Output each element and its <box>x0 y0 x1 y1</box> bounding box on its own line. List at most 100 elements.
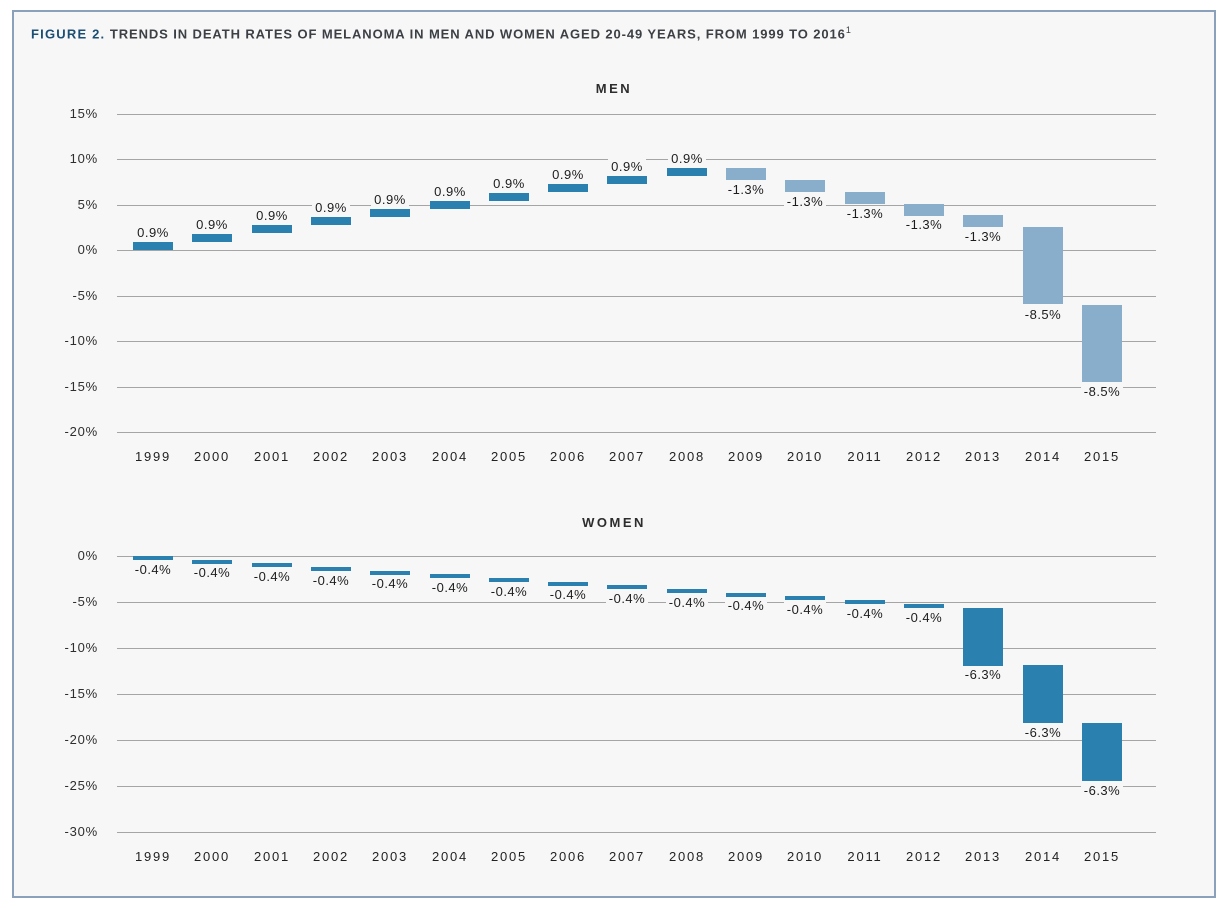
bar-value-label: -0.4% <box>769 602 841 618</box>
bar-value-text: -1.3% <box>843 206 887 221</box>
chart-title-men: MEN <box>595 81 633 96</box>
y-axis-tick-label: -15% <box>64 379 98 394</box>
bar-value-label: -0.4% <box>354 576 426 592</box>
bar-value-text: -0.4% <box>902 610 946 625</box>
x-axis-tick-label: 2005 <box>490 849 528 864</box>
x-axis-tick-label: 2004 <box>431 849 469 864</box>
bar-value-text: -0.4% <box>605 591 649 606</box>
x-axis-tick-label: 2000 <box>193 449 231 464</box>
x-axis-tick-label: 1999 <box>134 449 172 464</box>
y-axis-tick-label: -20% <box>64 732 98 747</box>
chart-title-women: WOMEN <box>582 515 646 530</box>
x-axis-tick-label: 2007 <box>608 849 646 864</box>
bar-value-label: -0.4% <box>888 610 960 626</box>
y-axis-tick-label: -15% <box>64 686 98 701</box>
waterfall-bar <box>370 571 410 575</box>
bar-value-label: -0.4% <box>591 591 663 607</box>
gridline <box>117 296 1156 297</box>
bar-value-text: -1.3% <box>961 229 1005 244</box>
bar-value-label: -0.4% <box>117 562 189 578</box>
bar-value-label: -1.3% <box>829 206 901 222</box>
bar-value-label: -1.3% <box>888 217 960 233</box>
bar-value-label: 0.9% <box>532 167 604 183</box>
bar-value-text: 0.9% <box>193 217 231 232</box>
waterfall-bar <box>311 567 351 571</box>
bar-value-label: -0.4% <box>710 598 782 614</box>
waterfall-bar <box>726 168 766 180</box>
waterfall-bar <box>370 209 410 217</box>
waterfall-bar <box>667 168 707 176</box>
waterfall-bar <box>607 585 647 589</box>
waterfall-bar <box>192 234 232 242</box>
bar-value-text: 0.9% <box>431 184 469 199</box>
figure-title: FIGURE 2. TRENDS IN DEATH RATES OF MELAN… <box>31 25 851 41</box>
x-axis-tick-label: 2005 <box>490 449 528 464</box>
y-axis-tick-label: 10% <box>69 151 98 166</box>
x-axis-tick-label: 2013 <box>964 849 1002 864</box>
waterfall-bar <box>548 184 588 192</box>
gridline <box>117 250 1156 251</box>
gridline <box>117 205 1156 206</box>
waterfall-bar <box>607 176 647 184</box>
gridline <box>117 832 1156 833</box>
waterfall-bar <box>845 600 885 604</box>
x-axis-tick-label: 1999 <box>134 849 172 864</box>
waterfall-bar <box>785 180 825 192</box>
waterfall-bar <box>1082 723 1122 781</box>
bar-value-label: -8.5% <box>1007 307 1079 323</box>
bar-value-label: -1.3% <box>710 182 782 198</box>
waterfall-bar <box>489 578 529 582</box>
x-axis-tick-label: 2008 <box>668 449 706 464</box>
x-axis-tick-label: 2011 <box>847 849 883 864</box>
x-axis-tick-label: 2003 <box>371 449 409 464</box>
bar-value-text: -1.3% <box>902 217 946 232</box>
waterfall-bar <box>430 201 470 209</box>
gridline <box>117 740 1156 741</box>
x-axis-tick-label: 2007 <box>608 449 646 464</box>
chart-men: MEN 15% 10% 5% 0% -5% -10% -15% -20% 0.9% 1999 0.9… <box>14 12 1214 896</box>
bar-value-label: -0.4% <box>473 584 545 600</box>
waterfall-bar <box>252 563 292 567</box>
bar-value-text: -0.4% <box>428 580 472 595</box>
waterfall-bar <box>963 608 1003 666</box>
bar-value-label: 0.9% <box>473 176 545 192</box>
waterfall-bar <box>963 215 1003 227</box>
bar-value-text: -0.4% <box>487 584 531 599</box>
bar-value-text: -0.4% <box>368 576 412 591</box>
waterfall-bar <box>133 242 173 250</box>
bar-value-label: -0.4% <box>532 587 604 603</box>
bar-value-label: -6.3% <box>1007 725 1079 741</box>
bar-value-label: 0.9% <box>295 200 367 216</box>
waterfall-bar <box>1023 227 1063 304</box>
bar-value-label: -0.4% <box>176 565 248 581</box>
waterfall-bar <box>904 604 944 608</box>
bar-value-text: -0.4% <box>546 587 590 602</box>
bar-value-label: -8.5% <box>1066 384 1138 400</box>
gridline <box>117 387 1156 388</box>
bar-value-text: -6.3% <box>1021 725 1065 740</box>
figure-label: FIGURE 2. <box>31 26 106 42</box>
y-axis-tick-label: -25% <box>64 778 98 793</box>
waterfall-bar <box>726 593 766 597</box>
y-axis-tick-label: 15% <box>69 106 98 121</box>
waterfall-bar <box>785 596 825 600</box>
bar-value-label: -6.3% <box>1066 783 1138 799</box>
bar-value-text: 0.9% <box>549 167 587 182</box>
bar-value-text: -0.4% <box>309 573 353 588</box>
bar-value-label: -6.3% <box>947 667 1019 683</box>
footnote-marker: 1 <box>845 25 851 35</box>
gridline <box>117 648 1156 649</box>
waterfall-bar <box>311 217 351 225</box>
waterfall-bar <box>192 560 232 564</box>
bar-value-label: -0.4% <box>829 606 901 622</box>
bar-value-text: -0.4% <box>665 595 709 610</box>
gridline <box>117 114 1156 115</box>
x-axis-tick-label: 2002 <box>312 849 350 864</box>
bar-value-text: 0.9% <box>134 225 172 240</box>
x-axis-tick-label: 2003 <box>371 849 409 864</box>
y-axis-tick-label: 0% <box>77 548 98 563</box>
gridline <box>117 694 1156 695</box>
y-axis-tick-label: -5% <box>72 288 98 303</box>
y-axis-tick-label: -30% <box>64 824 98 839</box>
bar-value-label: -0.4% <box>414 580 486 596</box>
